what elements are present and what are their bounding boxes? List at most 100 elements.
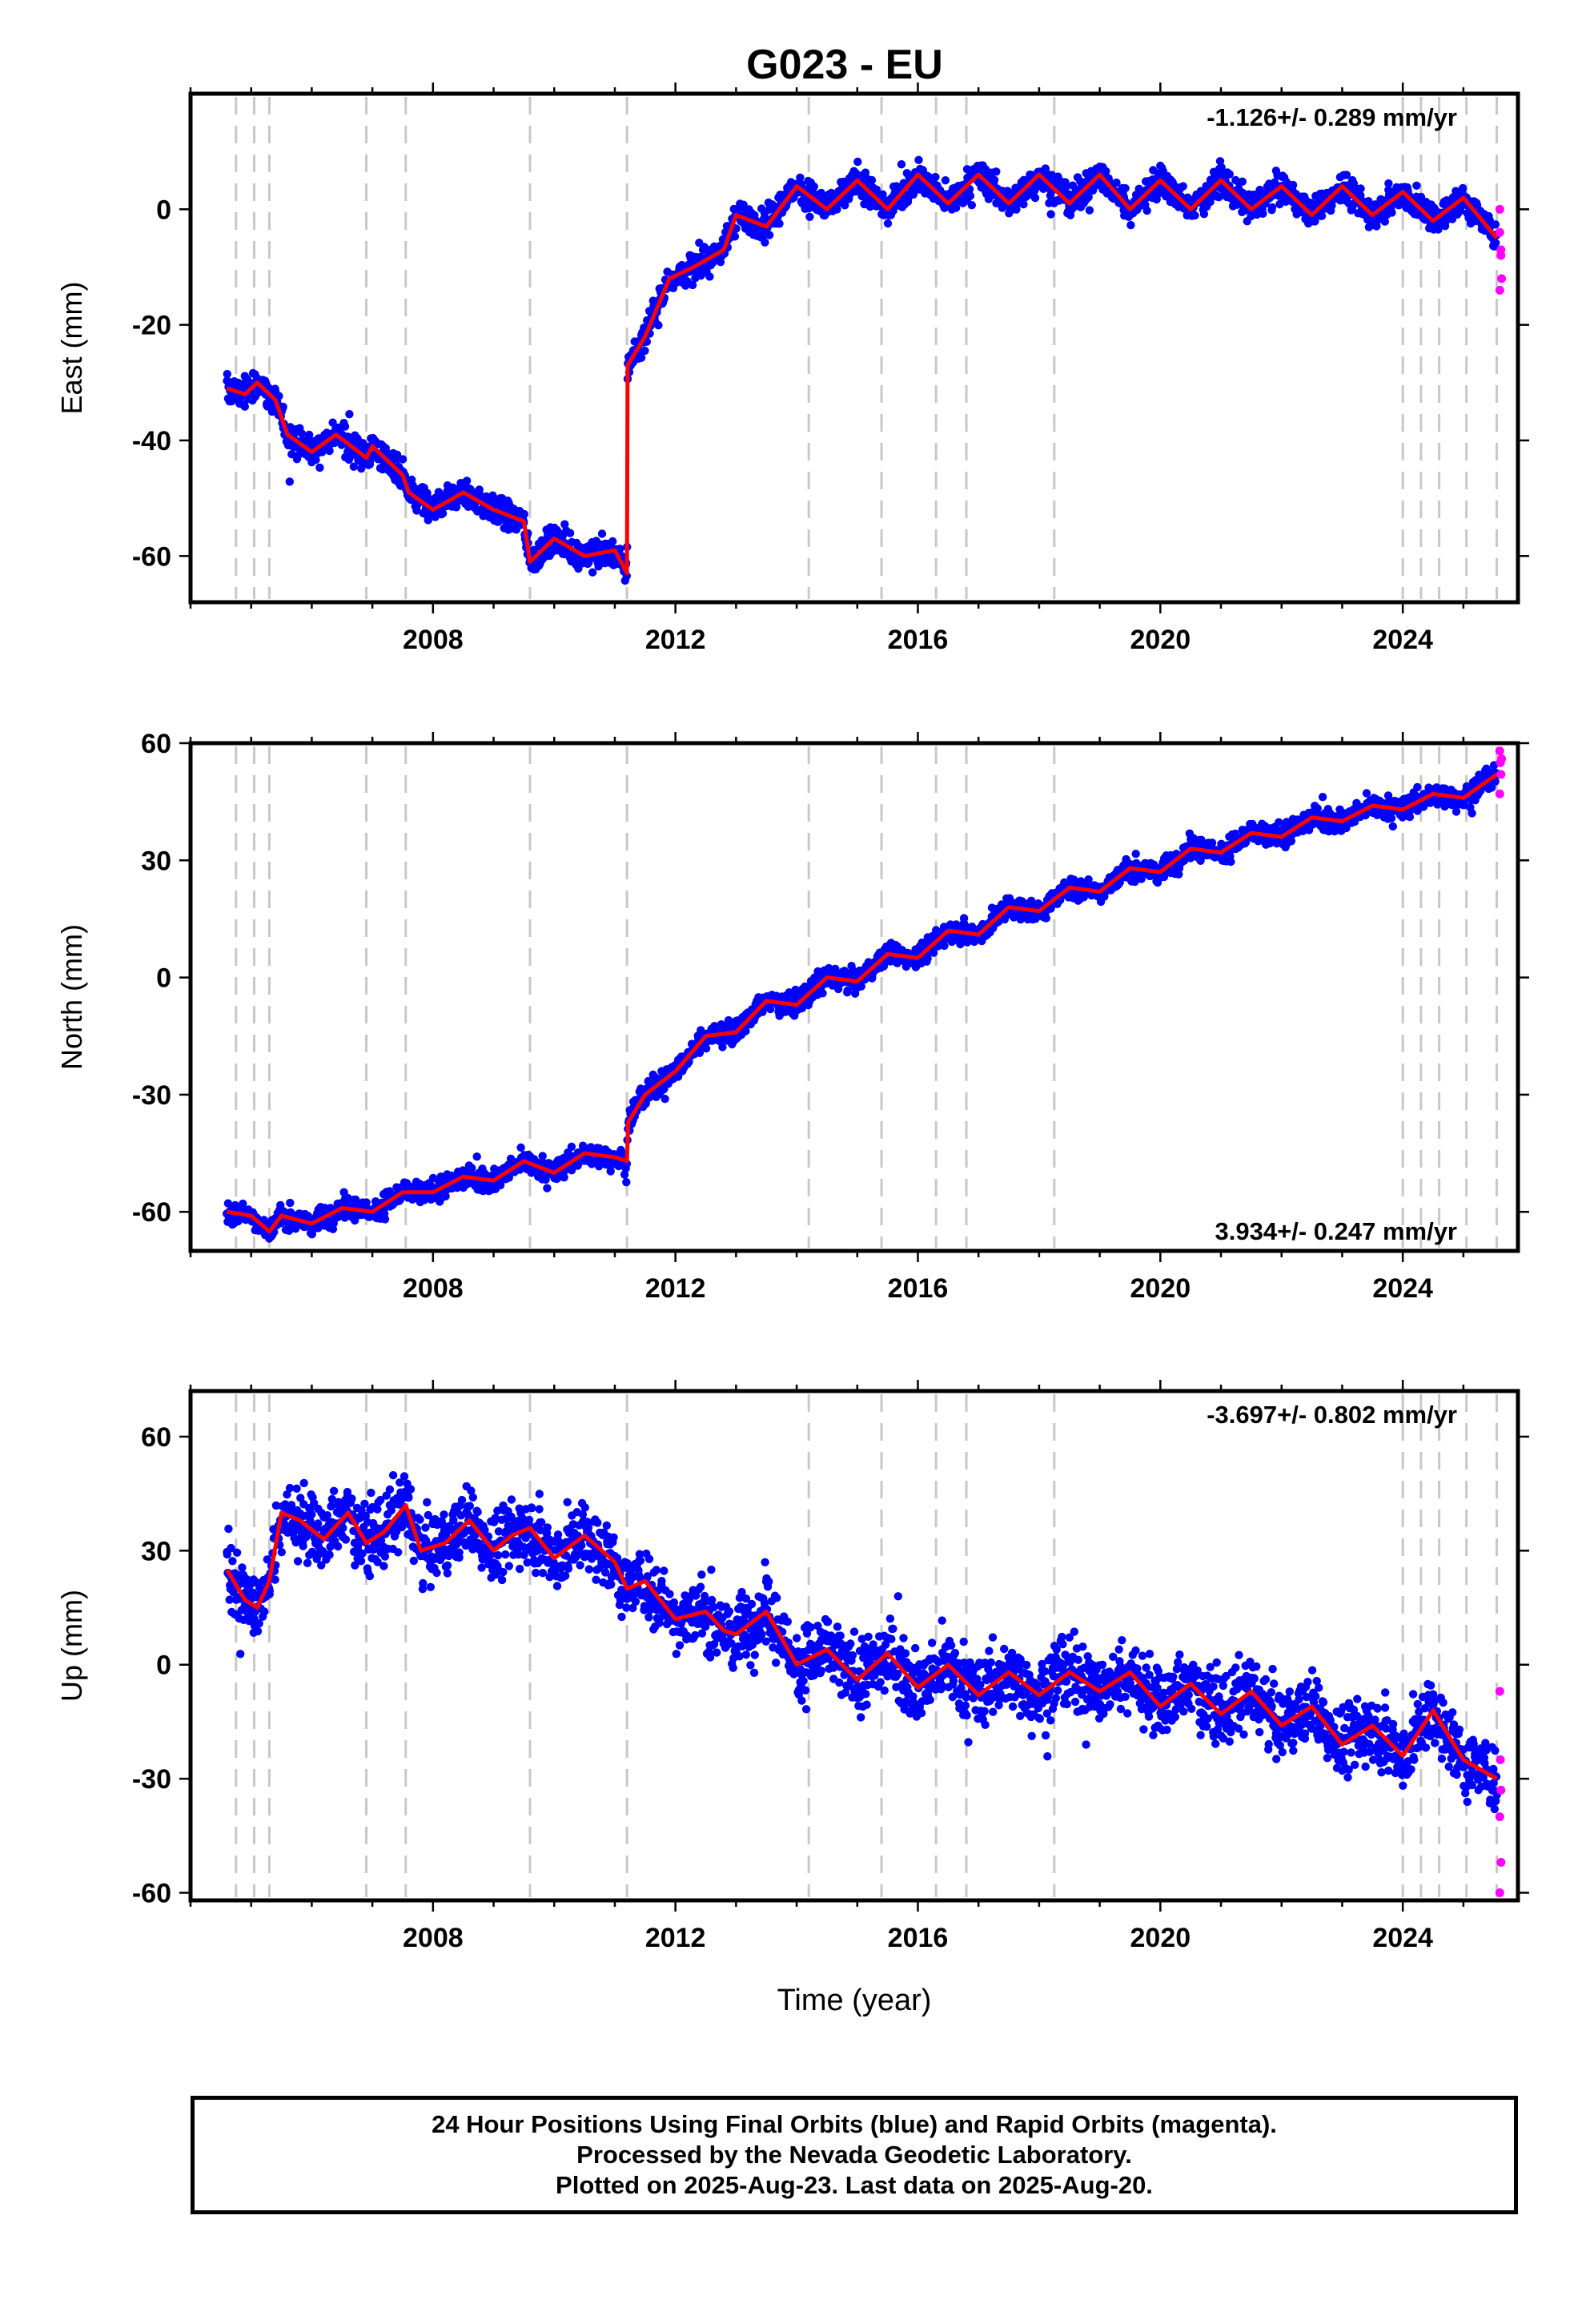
data-point <box>597 529 607 538</box>
data-point <box>560 520 569 529</box>
data-point <box>931 172 940 182</box>
data-point <box>1356 184 1365 193</box>
data-point <box>923 954 932 963</box>
data-point <box>929 948 938 957</box>
data-point <box>1174 870 1183 879</box>
data-point <box>438 509 448 518</box>
data-point <box>380 1215 390 1224</box>
data-point <box>1318 793 1327 802</box>
data-point <box>1485 215 1494 225</box>
y-tick-label: -60 <box>132 541 171 572</box>
data-point <box>718 1043 727 1051</box>
data-point <box>1062 182 1070 191</box>
data-point <box>565 529 575 537</box>
data-point <box>424 516 432 525</box>
x-tick-label: 2012 <box>645 625 706 655</box>
rapid-point <box>1495 227 1504 237</box>
data-point <box>1207 838 1217 847</box>
data-point <box>362 1198 371 1207</box>
data-point <box>831 964 840 974</box>
data-point <box>1042 914 1051 923</box>
data-point <box>1317 211 1327 220</box>
data-point <box>1131 850 1140 858</box>
data-point <box>868 974 877 983</box>
data-point <box>1492 239 1500 247</box>
data-point <box>520 509 528 519</box>
data-point <box>349 462 358 471</box>
data-point <box>1327 201 1336 210</box>
y-tick-label: -40 <box>132 426 171 456</box>
data-point <box>940 941 949 951</box>
data-point <box>775 219 784 228</box>
y-axis-label: East (mm) <box>55 282 88 415</box>
data-point <box>661 1095 669 1104</box>
data-point <box>538 1152 547 1160</box>
data-point <box>941 176 950 185</box>
data-point <box>1372 222 1381 231</box>
data-point <box>992 167 1001 176</box>
data-point <box>1255 185 1264 195</box>
data-point <box>398 455 408 464</box>
data-point <box>297 429 307 438</box>
rapid-point <box>1495 204 1504 214</box>
rapid-point <box>1495 285 1504 295</box>
data-point <box>1084 192 1093 202</box>
data-point <box>654 321 663 330</box>
data-point <box>285 477 294 486</box>
data-point <box>730 232 740 241</box>
data-point <box>805 212 814 221</box>
data-point <box>857 982 866 991</box>
data-point <box>1458 183 1468 193</box>
data-point <box>697 1026 705 1035</box>
data-point <box>1102 167 1110 175</box>
data-point <box>990 175 999 184</box>
data-point <box>688 280 697 290</box>
data-point <box>1121 183 1130 193</box>
data-point <box>608 537 617 546</box>
data-point <box>1387 208 1396 217</box>
data-point <box>606 1167 615 1176</box>
y-axis: 0-20-40-60 <box>132 195 1529 572</box>
data-point <box>865 202 875 211</box>
data-point <box>441 1192 450 1201</box>
data-point <box>1313 804 1322 813</box>
data-point <box>315 463 324 472</box>
data-point <box>914 155 923 164</box>
data-point <box>1112 178 1121 187</box>
data-point <box>1384 179 1393 188</box>
data-point <box>560 1173 568 1182</box>
rate-annotation: -1.126+/- 0.289 mm/yr <box>1207 103 1457 131</box>
data-point <box>1311 217 1319 226</box>
data-point <box>279 402 287 412</box>
data-point <box>472 1152 481 1161</box>
data-point <box>879 962 889 971</box>
data-point <box>622 1178 631 1187</box>
data-point <box>966 191 975 200</box>
data-point <box>724 1015 733 1025</box>
data-point <box>766 1004 775 1014</box>
data-point <box>1434 225 1443 234</box>
data-point <box>959 914 969 923</box>
data-point <box>883 219 893 228</box>
y-tick-label: -20 <box>132 311 171 341</box>
data-point <box>967 201 977 210</box>
data-point <box>240 402 249 411</box>
data-point <box>1178 182 1187 191</box>
data-point <box>853 157 862 167</box>
x-tick-label: 2024 <box>1372 625 1433 655</box>
data-point <box>809 182 818 191</box>
data-point <box>1142 206 1151 215</box>
data-point <box>1085 206 1094 215</box>
data-point <box>275 392 283 400</box>
data-point <box>468 1164 476 1172</box>
data-point <box>818 989 827 998</box>
data-point <box>833 205 841 214</box>
data-point <box>636 353 646 362</box>
data-point <box>1030 193 1040 203</box>
data-point <box>1225 170 1235 179</box>
data-point <box>841 201 849 210</box>
rapid-point <box>1496 245 1506 255</box>
